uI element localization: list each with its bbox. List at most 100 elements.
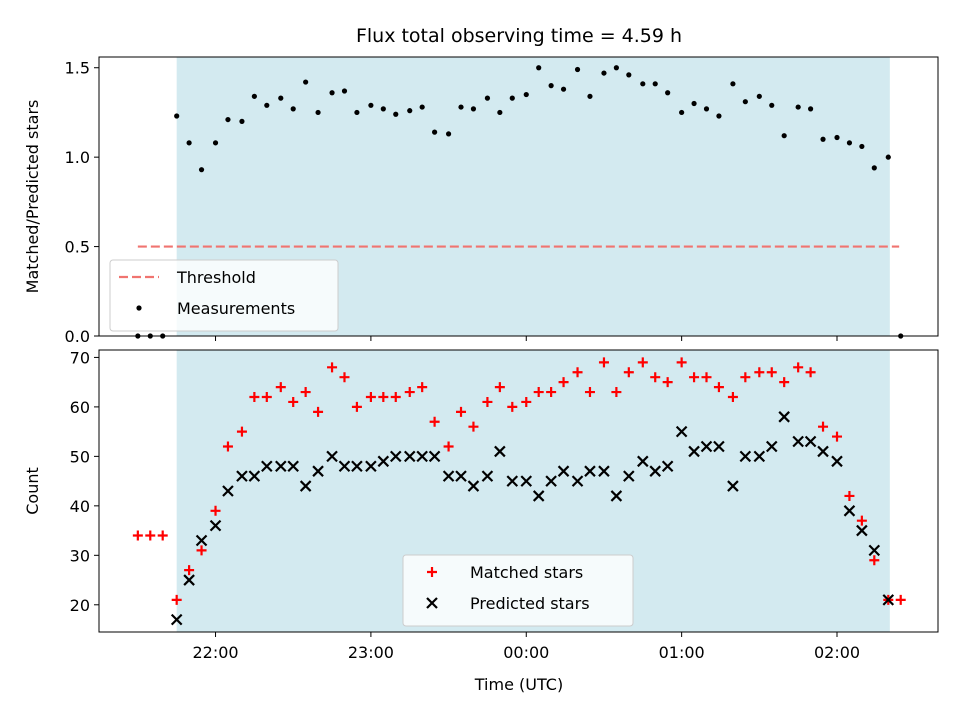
data-point xyxy=(300,387,311,398)
legend: Matched stars Predicted stars xyxy=(402,554,634,627)
x-tick-label: 01:00 xyxy=(659,643,705,662)
series-predicted-stars xyxy=(170,411,895,626)
data-point xyxy=(497,109,503,116)
data-point xyxy=(795,104,801,110)
data-point xyxy=(494,445,506,458)
data-point xyxy=(145,530,156,541)
data-point xyxy=(701,372,712,383)
data-point xyxy=(598,357,609,368)
plot-frame xyxy=(98,349,939,633)
data-point xyxy=(868,544,881,557)
data-point xyxy=(804,435,817,448)
data-point xyxy=(703,106,710,112)
data-point xyxy=(236,470,248,482)
data-point xyxy=(312,465,324,477)
data-point xyxy=(637,455,649,468)
data-point xyxy=(895,594,906,605)
data-point xyxy=(781,133,787,139)
data-point xyxy=(377,455,390,468)
data-point xyxy=(665,90,671,96)
data-point xyxy=(170,613,183,626)
data-point xyxy=(688,445,700,458)
data-point xyxy=(183,574,195,586)
data-point xyxy=(225,116,231,123)
data-point xyxy=(417,382,428,393)
y-tick-label: 1.0 xyxy=(65,148,90,167)
data-point xyxy=(831,455,843,468)
data-point xyxy=(843,505,856,517)
legend-swatch xyxy=(426,597,438,609)
data-point xyxy=(419,104,425,110)
data-point xyxy=(261,460,273,473)
data-point xyxy=(558,377,569,388)
data-point xyxy=(885,154,891,160)
data-point xyxy=(456,406,467,417)
legend-box xyxy=(402,554,634,627)
data-point xyxy=(700,440,713,453)
data-point xyxy=(404,387,415,398)
y-tick-label: 40 xyxy=(70,497,90,516)
data-point xyxy=(598,465,610,477)
data-point xyxy=(882,594,895,606)
data-point xyxy=(613,65,619,71)
data-point xyxy=(532,490,545,502)
data-point xyxy=(817,445,829,458)
data-point xyxy=(429,416,440,427)
data-point xyxy=(261,392,272,402)
data-point xyxy=(676,357,687,368)
data-point xyxy=(428,450,441,463)
data-point xyxy=(574,66,581,73)
data-point xyxy=(467,480,480,492)
data-point xyxy=(198,167,205,173)
series-measurements xyxy=(135,65,904,339)
data-point xyxy=(740,372,751,383)
data-point xyxy=(869,555,880,566)
x-axis-label: Time (UTC) xyxy=(474,675,563,694)
legend-label: Threshold xyxy=(176,268,256,287)
data-point xyxy=(407,108,413,114)
data-point xyxy=(287,460,299,473)
data-point xyxy=(264,102,270,108)
data-point xyxy=(856,515,867,526)
x-tick-label: 22:00 xyxy=(192,643,238,662)
data-point xyxy=(533,387,544,398)
data-point xyxy=(484,95,491,101)
data-point xyxy=(313,406,324,417)
data-point xyxy=(637,357,648,368)
data-point xyxy=(239,118,245,124)
data-point xyxy=(548,83,554,89)
data-point xyxy=(652,81,658,87)
data-point xyxy=(601,70,607,76)
data-point xyxy=(769,102,775,108)
data-point xyxy=(299,480,312,492)
data-point xyxy=(584,465,596,477)
data-point xyxy=(303,79,309,85)
data-point xyxy=(820,136,826,142)
data-point xyxy=(506,475,519,487)
data-point xyxy=(650,372,661,383)
data-point xyxy=(443,441,454,452)
data-point xyxy=(523,91,529,98)
legend: Threshold Measurements xyxy=(109,259,339,332)
y-tick-label: 50 xyxy=(70,447,90,466)
data-point xyxy=(572,367,583,378)
data-point xyxy=(275,382,286,393)
data-point xyxy=(536,65,542,71)
data-point xyxy=(251,93,257,99)
data-point xyxy=(288,396,299,407)
legend-swatch xyxy=(427,567,437,577)
data-point xyxy=(275,460,287,473)
legend-label: Measurements xyxy=(177,299,295,318)
data-point xyxy=(212,140,219,146)
data-point xyxy=(610,490,623,502)
data-point xyxy=(365,460,377,473)
data-point xyxy=(186,140,192,146)
data-point xyxy=(766,367,777,378)
plot-frame xyxy=(98,56,939,337)
data-point xyxy=(432,129,438,135)
data-point xyxy=(329,90,335,96)
data-point xyxy=(210,505,221,516)
data-point xyxy=(727,480,739,492)
data-point xyxy=(623,367,634,378)
data-point xyxy=(351,401,362,412)
